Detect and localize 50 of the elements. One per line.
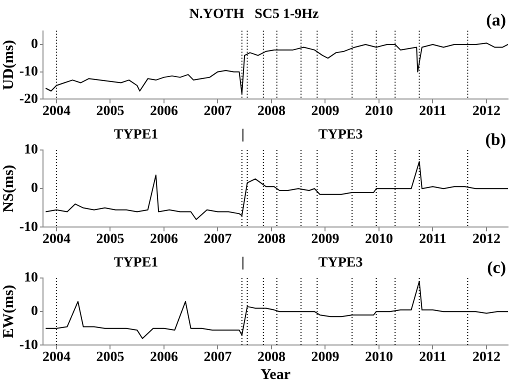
x-tick-label: 2009 [311, 104, 340, 120]
text: (a) [486, 10, 506, 30]
y-tick-label: 0 [31, 304, 38, 320]
text: TYPE1 [114, 128, 158, 143]
x-tick-label: 2006 [150, 232, 178, 248]
y-axis-title: EW(ms) [0, 284, 17, 338]
x-axis-title: Year [260, 366, 291, 383]
x-tick-label: 2006 [150, 350, 178, 366]
x-tick-label: 2004 [42, 104, 70, 120]
x-tick-label: 2006 [150, 104, 178, 120]
x-tick-label: 2009 [311, 232, 340, 248]
text: TYPE1 [114, 256, 158, 271]
x-tick-label: 2008 [257, 104, 286, 120]
x-tick-label: 2004 [42, 232, 70, 248]
x-tick-label: 2012 [472, 350, 500, 366]
y-tick-label: -10 [19, 64, 38, 80]
chart-title: N.YOTH SC5 1-9Hz [189, 7, 319, 22]
text: | [241, 128, 244, 143]
x-tick-label: 2009 [311, 350, 340, 366]
text: (c) [487, 258, 506, 277]
x-tick-label: 2010 [364, 232, 393, 248]
y-tick-label: 10 [24, 270, 38, 286]
text: (b) [485, 130, 506, 149]
x-tick-label: 2012 [472, 104, 500, 120]
text: TYPE3 [318, 128, 363, 143]
x-tick-label: 2007 [204, 232, 232, 248]
x-tick-label: 2007 [204, 350, 232, 366]
y-axis-title: UD(ms) [0, 40, 17, 90]
y-tick-label: 0 [31, 181, 38, 196]
x-tick-label: 2010 [364, 104, 393, 120]
x-tick-label: 2005 [96, 350, 124, 366]
x-tick-label: 2011 [419, 104, 446, 120]
x-tick-label: 2008 [257, 232, 286, 248]
x-tick-label: 2005 [96, 232, 124, 248]
x-tick-label: 2005 [96, 104, 124, 120]
x-tick-label: 2011 [419, 232, 446, 248]
text: | [241, 256, 244, 271]
x-tick-label: 2012 [472, 232, 500, 248]
y-tick-label: -10 [19, 338, 38, 353]
x-tick-label: 2010 [364, 350, 393, 366]
x-tick-label: 2007 [204, 104, 232, 120]
y-tick-label: 0 [31, 37, 38, 52]
y-axis-title: NS(ms) [0, 164, 17, 212]
x-tick-label: 2008 [257, 350, 286, 366]
y-tick-label: -20 [19, 92, 38, 107]
x-tick-label: 2011 [419, 350, 446, 366]
y-tick-label: 10 [24, 142, 38, 158]
x-tick-label: 2004 [42, 350, 70, 366]
y-tick-label: -10 [19, 220, 38, 235]
text: TYPE3 [318, 256, 363, 271]
